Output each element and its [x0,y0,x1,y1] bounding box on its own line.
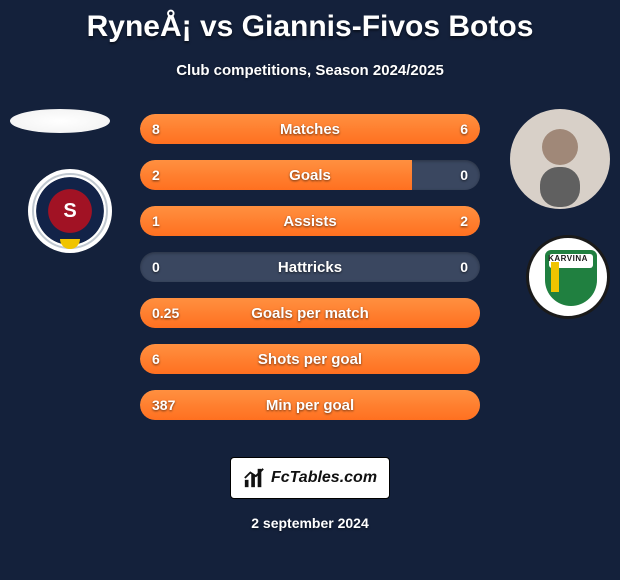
stat-bar: 1Assists2 [140,206,480,236]
date-label: 2 september 2024 [0,515,620,531]
player-left-club-badge: S [28,169,112,253]
page-subtitle: Club competitions, Season 2024/2025 [0,62,620,79]
bar-value-right: 2 [460,206,468,236]
comparison-area: S KARVINA 8Matches62Goals01Assists20Hatt… [0,109,620,439]
bar-value-right: 6 [460,114,468,144]
bar-value-right: 0 [460,160,468,190]
player-right-avatar [510,109,610,209]
stat-bar: 387Min per goal [140,390,480,420]
stat-bars: 8Matches62Goals01Assists20Hattricks00.25… [140,114,480,436]
bar-label: Matches [140,114,480,144]
stat-bar: 6Shots per goal [140,344,480,374]
chart-icon [243,467,265,489]
stat-bar: 2Goals0 [140,160,480,190]
bar-label: Shots per goal [140,344,480,374]
bar-label: Hattricks [140,252,480,282]
bar-label: Goals per match [140,298,480,328]
bar-label: Goals [140,160,480,190]
bar-label: Assists [140,206,480,236]
bar-label: Min per goal [140,390,480,420]
bar-value-right: 0 [460,252,468,282]
player-right-club-badge: KARVINA [526,235,610,319]
brand-text: FcTables.com [271,469,377,487]
page-title: RyneÅ¡ vs Giannis-Fivos Botos [0,0,620,44]
stat-bar: 0.25Goals per match [140,298,480,328]
player-left-avatar [10,109,110,133]
brand-badge: FcTables.com [230,457,390,499]
stat-bar: 0Hattricks0 [140,252,480,282]
stat-bar: 8Matches6 [140,114,480,144]
